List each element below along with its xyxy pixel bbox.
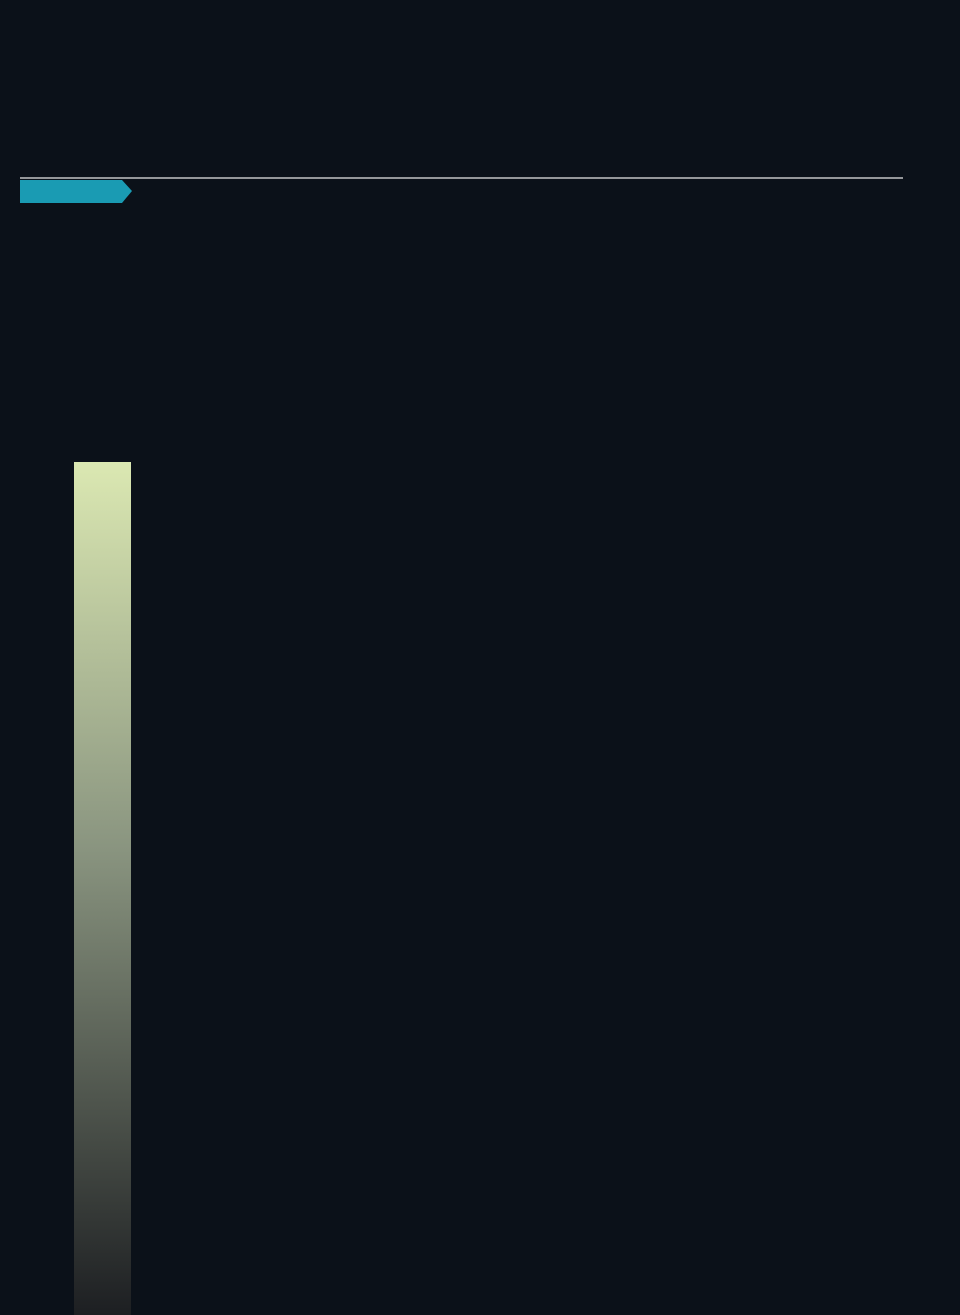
heading-banner [20, 180, 132, 203]
scale-bar [74, 462, 131, 1315]
